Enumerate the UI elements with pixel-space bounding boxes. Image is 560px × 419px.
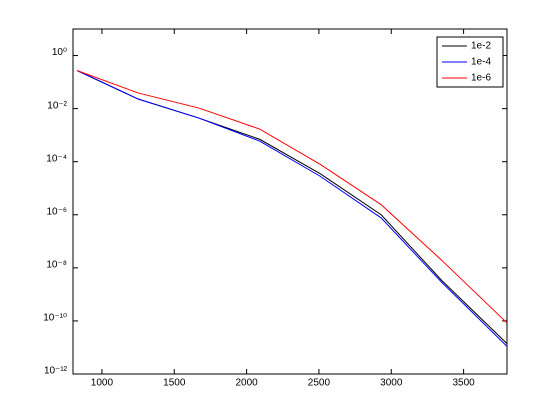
x-tick-label: 3000 — [380, 378, 403, 389]
y-tick-label: 10⁻² — [47, 100, 67, 111]
y-tick-label: 10⁻¹⁰ — [43, 313, 67, 324]
y-tick-label: 10⁻⁶ — [46, 206, 67, 217]
x-tick-label: 2000 — [235, 378, 258, 389]
y-tick-label: 10⁻⁸ — [46, 259, 67, 270]
y-tick-label: 10⁰ — [52, 47, 67, 58]
series-line — [77, 70, 508, 347]
legend-label: 1e-2 — [471, 41, 491, 52]
legend-label: 1e-6 — [471, 73, 491, 84]
series-line — [77, 70, 508, 324]
plot-area — [72, 28, 508, 375]
x-tick-label: 2500 — [308, 378, 331, 389]
x-tick-label: 1000 — [91, 378, 114, 389]
x-tick-label: 1500 — [163, 378, 186, 389]
x-tick-label: 3500 — [452, 378, 475, 389]
y-tick-label: 10⁻¹² — [44, 366, 68, 377]
y-tick-label: 10⁻⁴ — [46, 153, 67, 164]
legend-label: 1e-4 — [471, 57, 491, 68]
